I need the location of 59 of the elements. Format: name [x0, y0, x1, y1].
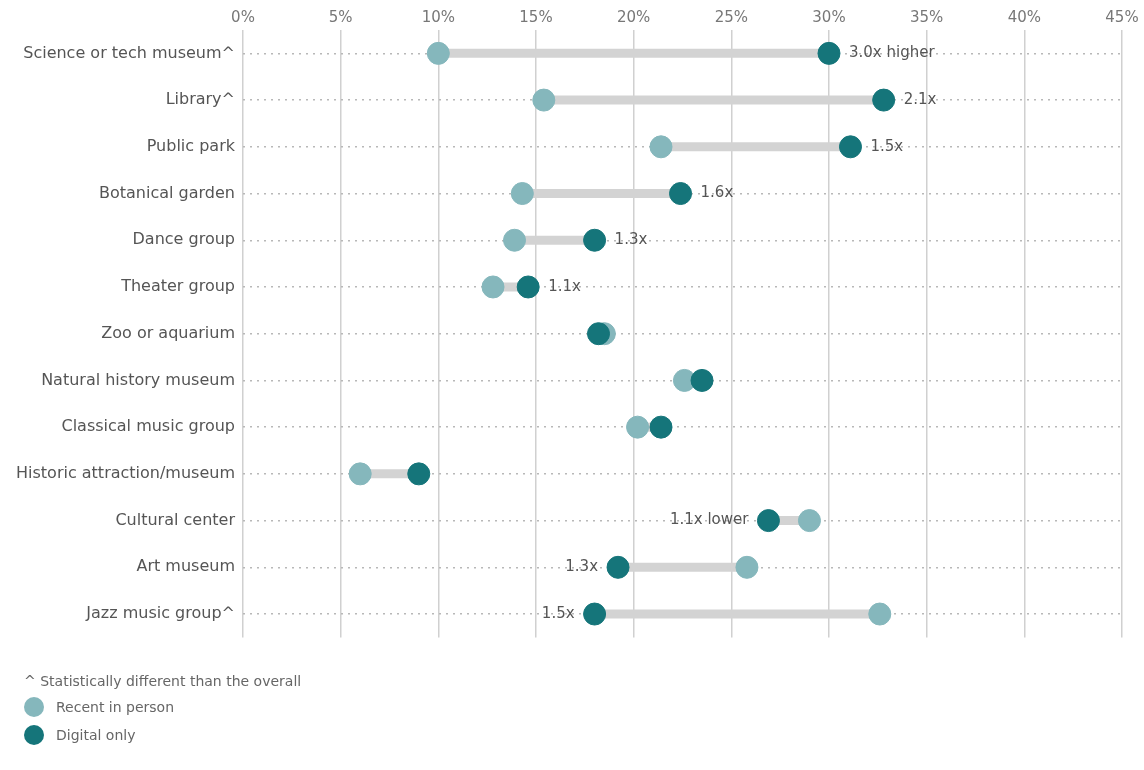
y-tick-label: Botanical garden [99, 182, 235, 202]
annotation: 1.5x [541, 603, 575, 622]
point [669, 182, 693, 206]
point [481, 275, 505, 299]
annotation: 1.6x [700, 183, 734, 202]
point [838, 135, 862, 159]
point [407, 462, 431, 486]
point [690, 368, 714, 392]
point [868, 602, 892, 626]
x-tick-label: 45% [1105, 7, 1139, 26]
y-tick-label: Jazz music group^ [85, 603, 235, 623]
annotation: 1.3x [565, 557, 599, 576]
x-tick-label: 30% [812, 7, 846, 26]
y-tick-label: Natural history museum [41, 369, 235, 389]
annotation: 1.3x [614, 230, 648, 249]
x-tick-label: 35% [909, 7, 944, 26]
point [756, 509, 780, 533]
y-tick-label: Historic attraction/museum [16, 463, 235, 483]
annotation: 1.5x [870, 136, 904, 155]
point [583, 602, 607, 626]
point [587, 322, 610, 346]
legend-label: Recent in person [56, 699, 175, 715]
point [516, 275, 540, 299]
point [626, 415, 650, 439]
point [503, 228, 526, 252]
point [817, 41, 841, 65]
y-tick-label: Cultural center [115, 509, 236, 529]
y-tick-label: Zoo or aquarium [101, 322, 235, 342]
x-tick-label: 25% [714, 7, 748, 26]
y-tick-label: Dance group [132, 229, 235, 249]
point [583, 228, 607, 252]
x-tick-label: 15% [519, 7, 553, 26]
y-tick-label: Public park [146, 135, 236, 155]
y-tick-label: Science or tech museum^ [23, 42, 235, 62]
x-tick-label: 10% [421, 7, 455, 26]
point [649, 415, 673, 439]
annotation: 2.1x [903, 89, 937, 108]
y-tick-label: Library^ [165, 89, 235, 109]
legend-label: Digital only [56, 727, 136, 743]
annotation: 1.1x lower [669, 510, 750, 529]
y-tick-label: Art museum [136, 556, 235, 576]
point [735, 555, 759, 579]
y-tick-label: Theater group [120, 276, 235, 296]
point [797, 509, 821, 533]
point [348, 462, 372, 486]
y-tick-label: Classical music group [61, 416, 235, 436]
x-tick-label: 20% [616, 7, 651, 26]
point [426, 41, 450, 65]
annotation: 3.0x higher [848, 43, 936, 62]
point [606, 555, 630, 579]
point [510, 182, 534, 206]
x-tick-label: 5% [328, 7, 353, 26]
point [872, 88, 896, 112]
point [649, 135, 673, 159]
point [532, 88, 556, 112]
x-tick-label: 0% [231, 7, 255, 26]
annotation: 1.1x [548, 276, 582, 295]
text: ^ Statistically different than the overall [24, 673, 303, 689]
x-tick-label: 40% [1007, 7, 1041, 26]
